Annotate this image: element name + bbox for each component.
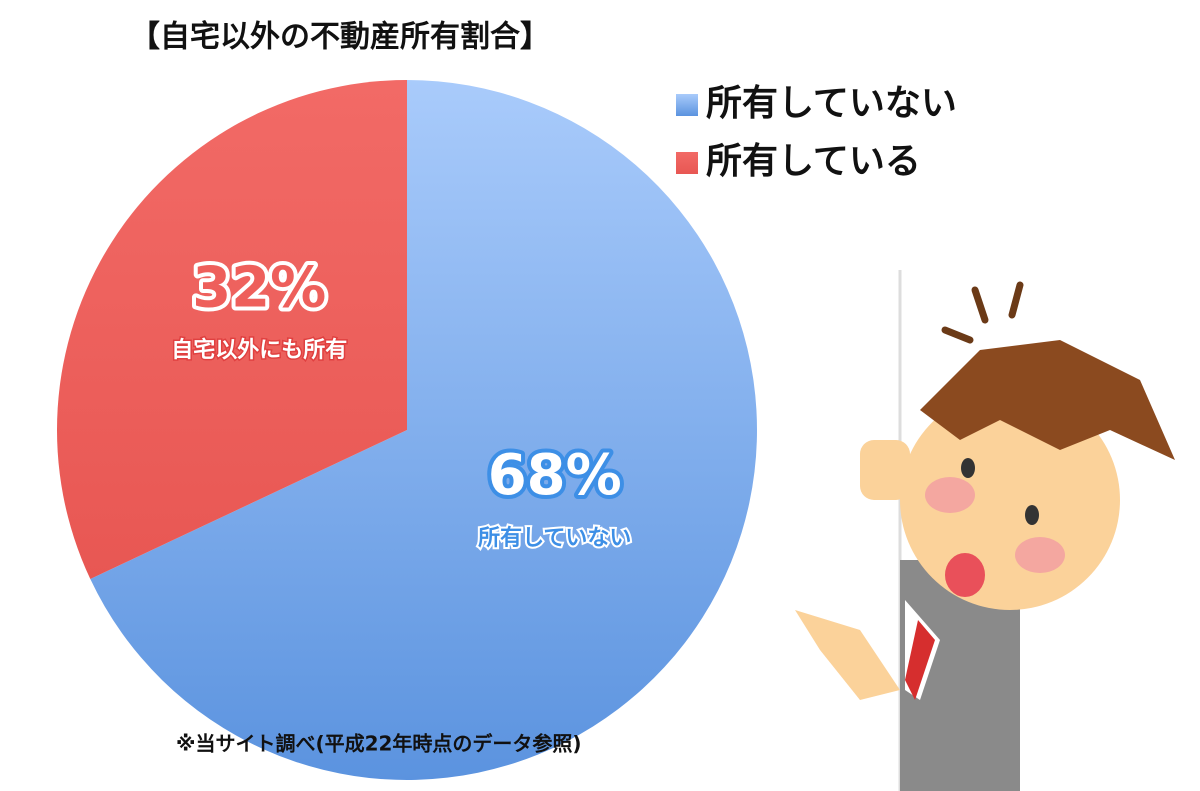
- legend-swatch: [676, 152, 698, 174]
- chart-title: 【自宅以外の不動産所有割合】: [130, 20, 550, 55]
- value-label: 32%: [192, 255, 326, 320]
- footnote: ※当サイト調べ(平成22年時点のデータ参照): [176, 732, 582, 756]
- value-label: 68%: [488, 443, 622, 508]
- pie-slice: [90, 80, 757, 780]
- illustration: [795, 270, 1175, 791]
- pie-slice: [56, 80, 408, 580]
- slice-note: 所有していない: [478, 525, 631, 551]
- legend-label: 所有していない: [706, 83, 957, 124]
- legend-label: 所有している: [706, 141, 921, 182]
- slice-note: 自宅以外にも所有: [171, 337, 347, 363]
- legend-swatch: [676, 94, 698, 116]
